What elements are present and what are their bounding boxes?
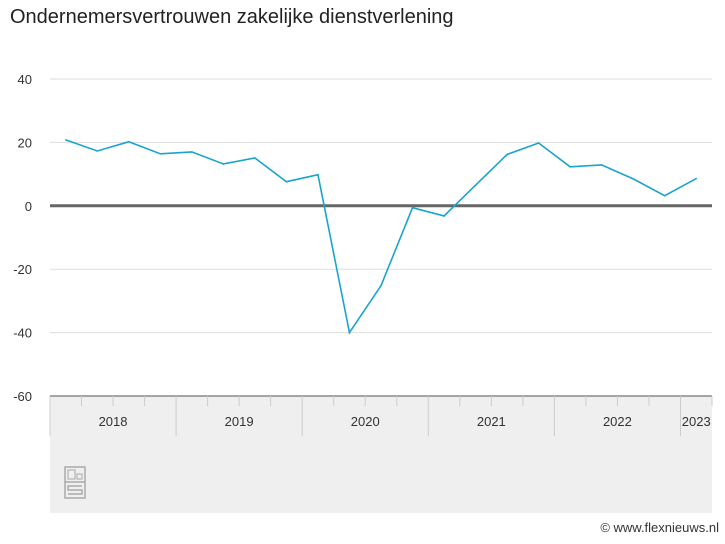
y-tick-label: 0 [25,199,32,214]
data-point [222,163,225,165]
data-point [159,153,162,155]
data-point [632,178,634,180]
data-point [474,184,477,186]
data-point [537,142,540,144]
data-point [128,140,130,143]
y-tick-label: -60 [13,389,32,404]
x-tick-label: 2019 [225,414,254,429]
data-series-line [65,139,697,335]
x-tick-label: 2021 [477,414,506,429]
y-tick-label: -20 [13,262,32,277]
x-tick-label: 2020 [351,414,380,429]
data-point [411,206,414,209]
data-point [285,180,288,183]
data-point [443,215,445,217]
data-point [191,151,193,153]
data-point [317,173,319,176]
x-axis-band [50,396,712,513]
data-point [663,194,666,197]
x-tick-label: 2022 [603,414,632,429]
data-point [348,331,351,334]
x-tick-label: 2023 [682,414,711,429]
chart-title: Ondernemersvertrouwen zakelijke dienstve… [10,6,454,28]
data-point [64,139,67,141]
credit-text: © www.flexnieuws.nl [600,520,719,535]
data-point [600,164,603,166]
cbs-logo [64,466,86,499]
data-point [380,284,382,287]
data-point [506,153,508,156]
y-tick-label: -40 [13,326,32,341]
y-tick-label: 40 [18,72,32,87]
y-tick-label: 20 [18,135,32,150]
data-point [695,177,698,180]
x-tick-label: 2018 [99,414,128,429]
data-point [569,166,571,168]
data-point [96,150,99,152]
data-point [254,157,256,159]
